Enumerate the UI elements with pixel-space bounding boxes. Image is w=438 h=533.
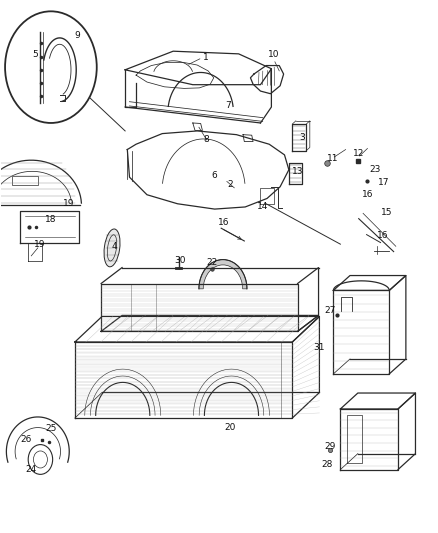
Text: 17: 17: [378, 178, 390, 187]
Text: 22: 22: [207, 258, 218, 266]
Text: 15: 15: [381, 208, 393, 217]
Text: 30: 30: [174, 256, 185, 264]
Text: 19: 19: [63, 199, 74, 208]
Text: 9: 9: [74, 31, 80, 40]
Text: 31: 31: [313, 343, 324, 352]
Text: 25: 25: [45, 424, 57, 433]
Text: 29: 29: [325, 442, 336, 451]
Text: 16: 16: [362, 190, 373, 199]
Text: 19: 19: [34, 240, 46, 249]
Text: 18: 18: [45, 215, 57, 224]
Text: 12: 12: [353, 149, 364, 158]
Text: 10: 10: [268, 51, 279, 59]
Text: 3: 3: [299, 133, 305, 142]
Text: 5: 5: [32, 51, 38, 59]
Text: 7: 7: [225, 101, 231, 110]
Text: 16: 16: [218, 219, 229, 228]
Text: 28: 28: [321, 460, 333, 469]
Text: 13: 13: [292, 167, 304, 176]
Text: 8: 8: [203, 135, 209, 144]
Text: 24: 24: [26, 465, 37, 474]
Text: 27: 27: [325, 305, 336, 314]
Text: 2: 2: [227, 180, 233, 189]
Text: 14: 14: [257, 203, 268, 212]
Text: 6: 6: [212, 171, 218, 180]
Text: 20: 20: [224, 423, 236, 432]
Text: 26: 26: [20, 435, 32, 444]
Text: 16: 16: [377, 231, 389, 240]
Wedge shape: [199, 260, 247, 289]
Text: 1: 1: [203, 53, 209, 62]
Text: 11: 11: [327, 154, 338, 163]
Text: 23: 23: [370, 165, 381, 174]
Ellipse shape: [104, 229, 120, 267]
Text: 4: 4: [111, 242, 117, 251]
